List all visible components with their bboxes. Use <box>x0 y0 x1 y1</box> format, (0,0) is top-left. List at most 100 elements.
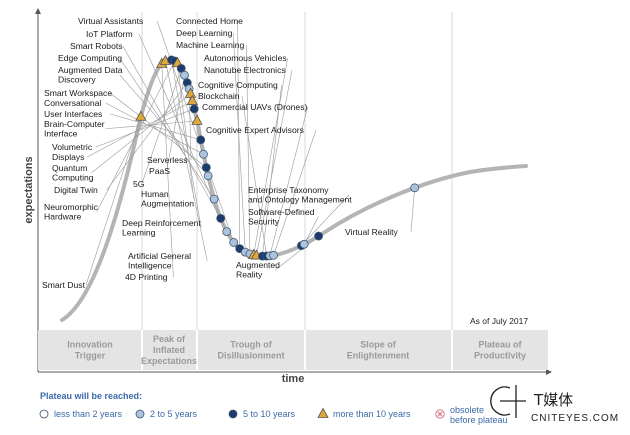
phase-label-5-line-1: Plateau of <box>478 340 522 350</box>
leader-line-31 <box>273 129 317 256</box>
phase-label-2-line-1: Peak of <box>153 334 186 344</box>
leader-line-28 <box>262 84 282 257</box>
watermark: T媒体 CNITEYES.COM <box>490 385 619 424</box>
phase-label-4-line-1: Slope of <box>360 340 397 350</box>
point-label-1: Smart Dust <box>42 280 86 290</box>
point-label-29: Blockchain <box>198 91 240 101</box>
point-markers <box>135 54 420 261</box>
point-marker-14 <box>191 114 203 125</box>
point-label-5: Neuromorphic Hardware <box>44 202 99 222</box>
point-marker-22 <box>229 238 239 247</box>
point-label-26: Autonomous Vehicles <box>204 53 287 63</box>
point-marker-19 <box>209 194 219 204</box>
phase-label-1-line-2: Trigger <box>75 351 106 361</box>
plot-frame <box>35 8 552 375</box>
point-marker-20 <box>216 213 226 223</box>
point-label-14: Brain-Computer Interface <box>44 119 105 139</box>
point-label-11: Quantum Computing <box>52 163 94 183</box>
point-label-21: IoT Platform <box>86 29 133 39</box>
point-label-6: Human Augmentation <box>141 189 194 209</box>
legend-marker-5to10 <box>228 409 238 419</box>
point-label-2: 4D Printing <box>125 272 168 282</box>
leader-line-6 <box>177 63 195 199</box>
point-label-31: Cognitive Expert Advisors <box>206 125 304 135</box>
legend: less than 2 years 2 to 5 years 5 to 10 yea… <box>39 405 508 425</box>
leader-line-25 <box>246 44 251 254</box>
point-label-17: Smart Workspace <box>44 88 112 98</box>
point-marker-12 <box>186 94 199 105</box>
point-label-4: Deep Reinforcement Learning <box>122 218 201 238</box>
point-marker-35 <box>410 183 420 193</box>
point-marker-11 <box>184 87 197 98</box>
point-label-30: Commercial UAVs (Drones) <box>202 102 308 112</box>
legend-marker-gt10 <box>317 407 329 418</box>
phase-label-3-line-2: Disillusionment <box>217 351 284 361</box>
point-label-32: Enterprise Taxonomy and Ontology Manageme… <box>248 185 352 205</box>
legend-marker-obs <box>435 409 445 419</box>
point-label-22: Virtual Assistants <box>78 16 143 26</box>
point-marker-16 <box>199 149 208 159</box>
legend-label-lt2: less than 2 years <box>54 409 123 419</box>
leader-line-27 <box>256 69 293 256</box>
point-label-28: Cognitive Computing <box>198 80 278 90</box>
legend-marker-lt2 <box>39 409 49 419</box>
point-label-25: Machine Learning <box>176 40 245 50</box>
point-marker-34 <box>314 231 323 241</box>
point-marker-8 <box>180 70 189 80</box>
point-label-13: Volumetric <box>52 142 93 152</box>
point-label-8: PaaS <box>149 166 170 176</box>
point-label-19: Edge Computing <box>58 53 122 63</box>
legend-label-2to5: 2 to 5 years <box>150 409 198 419</box>
leader-line-34 <box>275 235 319 270</box>
phase-label-2-line-2: Inflated <box>153 345 185 355</box>
legend-label-gt10: more than 10 years <box>333 409 411 419</box>
as-of-date: As of July 2017 <box>470 316 528 326</box>
leader-line-35 <box>410 187 415 233</box>
point-label-33: Software-Defined Security <box>248 207 315 227</box>
leader-line-20 <box>122 45 221 219</box>
leader-line-29 <box>241 95 267 257</box>
leader-line-9 <box>106 82 188 191</box>
leader-line-26 <box>253 57 288 256</box>
leader-line-11 <box>91 93 191 173</box>
point-marker-18 <box>203 171 213 181</box>
leader-line-30 <box>269 106 308 256</box>
legend-label-obs: obsolete before plateau <box>450 405 508 425</box>
point-label-35: Virtual Reality <box>345 227 399 237</box>
leader-line-2 <box>161 63 174 278</box>
phase-label-3-line-1: Trough of <box>230 340 272 350</box>
x-axis-title: time <box>282 373 305 385</box>
y-axis-title: expectations <box>23 156 35 223</box>
point-label-12: Displays <box>52 152 84 162</box>
point-label-15: User Interfaces <box>44 109 102 119</box>
phase-label-2-line-3: Expectations <box>141 356 197 366</box>
point-label-24: Deep Learning <box>176 28 233 38</box>
leader-line-4 <box>171 59 202 228</box>
point-label-23: Connected Home <box>176 16 243 26</box>
leader-line-7 <box>141 68 182 185</box>
watermark-en: CNITEYES.COM <box>531 413 619 424</box>
leader-line-15 <box>109 113 201 141</box>
point-label-18: Augmented Data Discovery <box>58 65 123 85</box>
leader-line-16 <box>105 102 204 155</box>
point-label-16: Conversational <box>44 98 101 108</box>
point-label-9: Digital Twin <box>54 185 98 195</box>
point-label-20: Smart Robots <box>70 41 123 51</box>
point-marker-31 <box>269 250 278 260</box>
phase-band <box>38 330 548 370</box>
point-label-34: Augmented Reality <box>236 260 280 280</box>
point-marker-17 <box>201 163 211 172</box>
leader-line-32 <box>301 194 350 246</box>
point-marker-15 <box>196 135 206 145</box>
point-label-7: 5G <box>133 179 145 189</box>
point-marker-21 <box>222 227 232 237</box>
phase-label-5-line-2: Productivity <box>474 351 526 361</box>
legend-title: Plateau will be reached: <box>40 391 142 401</box>
leader-line-33 <box>303 216 319 245</box>
leader-line-12 <box>87 100 193 158</box>
leader-line-19 <box>119 57 215 200</box>
